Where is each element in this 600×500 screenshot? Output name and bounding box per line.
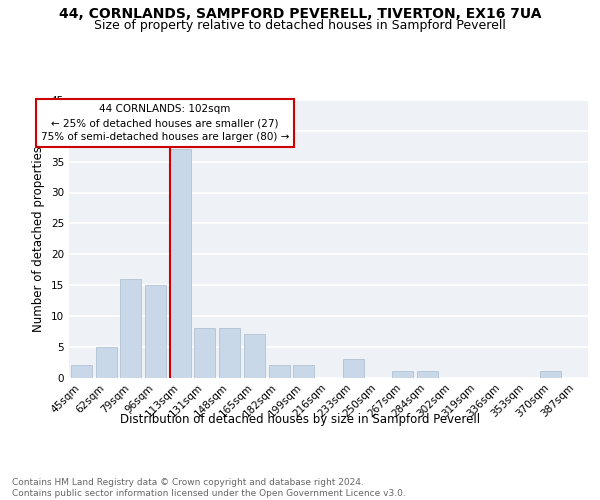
- Bar: [269, 365, 290, 378]
- Bar: [95, 346, 116, 378]
- Bar: [343, 359, 364, 378]
- Bar: [71, 365, 92, 378]
- Bar: [170, 150, 191, 378]
- Bar: [392, 372, 413, 378]
- Text: Size of property relative to detached houses in Sampford Peverell: Size of property relative to detached ho…: [94, 19, 506, 32]
- Text: 44 CORNLANDS: 102sqm
← 25% of detached houses are smaller (27)
75% of semi-detac: 44 CORNLANDS: 102sqm ← 25% of detached h…: [41, 104, 289, 142]
- Text: Contains HM Land Registry data © Crown copyright and database right 2024.
Contai: Contains HM Land Registry data © Crown c…: [12, 478, 406, 498]
- Bar: [417, 372, 438, 378]
- Bar: [145, 285, 166, 378]
- Bar: [120, 279, 141, 378]
- Text: Distribution of detached houses by size in Sampford Peverell: Distribution of detached houses by size …: [120, 412, 480, 426]
- Bar: [244, 334, 265, 378]
- Bar: [541, 372, 562, 378]
- Y-axis label: Number of detached properties: Number of detached properties: [32, 146, 46, 332]
- Bar: [194, 328, 215, 378]
- Text: 44, CORNLANDS, SAMPFORD PEVERELL, TIVERTON, EX16 7UA: 44, CORNLANDS, SAMPFORD PEVERELL, TIVERT…: [59, 8, 541, 22]
- Bar: [293, 365, 314, 378]
- Bar: [219, 328, 240, 378]
